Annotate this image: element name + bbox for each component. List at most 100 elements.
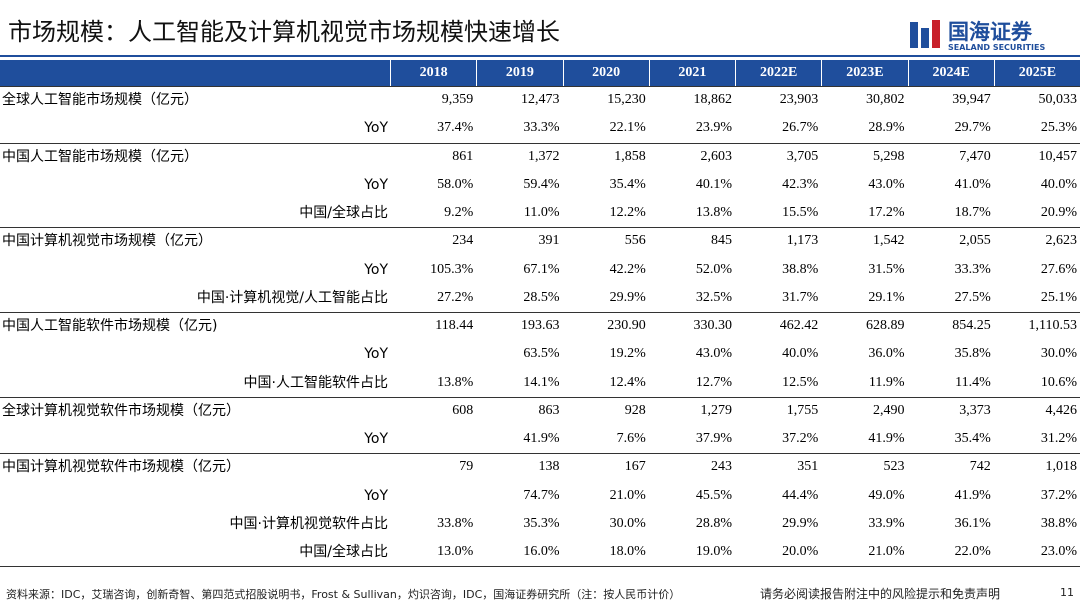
column-header: 2025E	[993, 60, 1080, 86]
table-bottom	[0, 566, 1080, 568]
table-cell: 10,457	[1038, 148, 1078, 164]
table-cell: 35.8%	[954, 346, 991, 362]
table-cell: 31.2%	[1040, 431, 1077, 446]
table-cell: 31.7%	[782, 289, 819, 305]
column-header: 2020	[562, 60, 649, 86]
table-cell: 33.8%	[437, 515, 474, 531]
header-blank	[0, 60, 390, 86]
table-cell: 19.2%	[609, 346, 646, 362]
table-cell: 43.0%	[868, 176, 905, 192]
group-separator	[0, 142, 1080, 144]
sub-row-label: 中国/全球占比	[299, 205, 388, 221]
table-cell: 2,055	[959, 233, 991, 249]
table-cell: 105.3%	[430, 261, 474, 277]
column-header: 2019	[476, 60, 563, 86]
table-cell: 29.9%	[782, 515, 819, 531]
table-cell: 351	[797, 459, 819, 475]
table-cell: 18.0%	[609, 544, 646, 559]
column-header: 2024E	[907, 60, 994, 86]
table-cell: 20.9%	[1040, 205, 1077, 220]
table-cell: 7.6%	[616, 431, 646, 446]
sub-row-label: YoY	[364, 431, 388, 447]
group-separator	[0, 312, 1080, 313]
table-cell: 3,705	[786, 148, 819, 164]
table-cell: 4,426	[1045, 402, 1078, 418]
logo-icon	[910, 20, 940, 48]
table-cell: 330.30	[693, 318, 733, 333]
table-cell: 20.0%	[782, 544, 819, 559]
table-cell: 845	[711, 233, 732, 249]
table-cell: 33.9%	[868, 515, 905, 531]
table-cell: 37.9%	[695, 431, 732, 446]
table-cell: 1,542	[873, 233, 905, 249]
table-cell: 28.5%	[523, 289, 560, 305]
table-cell: 3,373	[959, 402, 991, 418]
disclaimer: 请务必阅读报告附注中的风险提示和免责声明	[760, 587, 1001, 601]
logo-en: SEALAND SECURITIES	[948, 43, 1046, 52]
table-cell: 13.8%	[437, 374, 474, 390]
table-cell: 27.6%	[1040, 261, 1077, 277]
table-cell: 41.9%	[868, 431, 905, 446]
table-cell: 5,298	[873, 148, 905, 164]
table-cell: 74.7%	[523, 487, 560, 503]
sub-row-label: YoY	[364, 487, 388, 504]
table-cell: 67.1%	[523, 261, 560, 277]
table-cell: 230.90	[607, 318, 646, 333]
table-cell: 29.7%	[954, 120, 991, 136]
table-cell: 30,802	[866, 92, 905, 107]
row-label: 中国计算机视觉软件市场规模（亿元）	[2, 459, 240, 476]
table-cell: 1,372	[528, 148, 560, 164]
table-cell: 462.42	[779, 318, 819, 333]
table-cell: 25.3%	[1040, 120, 1077, 136]
table-cell: 1,173	[786, 233, 819, 249]
table-cell: 861	[452, 148, 474, 164]
table-cell: 2,623	[1045, 233, 1078, 249]
table-cell: 63.5%	[523, 346, 560, 362]
table-cell: 11.4%	[955, 374, 991, 390]
sub-row-label: YoY	[364, 346, 388, 363]
row-label: 全球计算机视觉软件市场规模（亿元）	[2, 402, 240, 419]
table-cell: 30.0%	[609, 515, 646, 531]
table-cell: 39,947	[952, 92, 991, 107]
table-cell: 12,473	[521, 92, 560, 107]
table-cell: 36.1%	[954, 515, 991, 531]
table-cell: 40.1%	[695, 176, 732, 192]
table-cell: 608	[452, 402, 474, 418]
row-label: 中国计算机视觉市场规模（亿元）	[2, 233, 212, 250]
table-cell: 15,230	[607, 92, 646, 107]
table-cell: 21.0%	[609, 487, 646, 503]
row-label: 中国人工智能软件市场规模（亿元)	[2, 318, 218, 334]
table-cell: 59.4%	[523, 176, 560, 192]
table-cell: 33.3%	[523, 120, 560, 136]
table-cell: 21.0%	[868, 544, 905, 559]
table-cell: 37.2%	[1040, 487, 1077, 503]
sub-row-label: YoY	[364, 176, 388, 193]
table-cell: 18,862	[693, 92, 733, 107]
table-cell: 118.44	[435, 318, 474, 333]
logo-name: 国海证券	[948, 20, 1032, 44]
table-cell: 38.8%	[1040, 515, 1077, 531]
column-header: 2022E	[735, 60, 822, 86]
table-cell: 13.8%	[695, 205, 732, 220]
table-cell: 2,603	[700, 148, 733, 164]
table-cell: 23,903	[779, 92, 819, 107]
table-cell: 9.2%	[444, 205, 474, 220]
source-note: 资料来源：IDC，艾瑞咨询，创新奇智、第四范式招股说明书，Frost & Sul…	[6, 588, 681, 601]
table-cell: 523	[883, 459, 905, 475]
group-separator	[0, 86, 1080, 87]
table-cell: 16.0%	[523, 544, 560, 559]
table-cell: 138	[538, 459, 560, 475]
table-cell: 35.4%	[609, 176, 646, 192]
table-cell: 41.9%	[954, 487, 991, 503]
title-rule	[0, 55, 1080, 57]
group-separator	[0, 396, 1080, 398]
table-cell: 742	[969, 459, 991, 475]
group-separator	[0, 227, 1080, 229]
table-cell: 26.7%	[782, 120, 819, 136]
table-cell: 1,279	[700, 402, 733, 418]
table-cell: 43.0%	[695, 346, 732, 362]
table-cell: 23.9%	[695, 120, 732, 136]
table-cell: 23.0%	[1040, 544, 1077, 559]
table-cell: 556	[624, 233, 646, 249]
